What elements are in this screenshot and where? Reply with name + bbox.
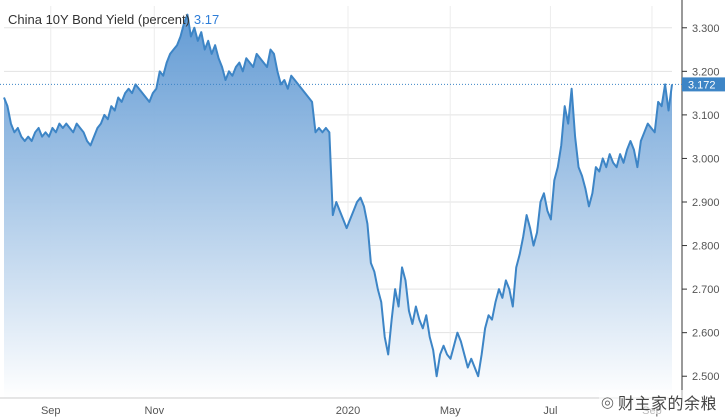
y-tick-label-6: 3.100 bbox=[692, 110, 720, 122]
y-tick-label-5: 3.000 bbox=[692, 153, 720, 165]
y-tick-label-7: 3.200 bbox=[692, 66, 720, 78]
chart-title-value: 3.17 bbox=[193, 12, 220, 27]
wechat-icon: ◎ bbox=[600, 393, 614, 411]
current-value-badge bbox=[682, 77, 725, 92]
x-tick-label-1: Nov bbox=[145, 405, 165, 417]
x-tick-label-4: Jul bbox=[543, 405, 557, 417]
chart-title: China 10Y Bond Yield (percent) 3.17 bbox=[8, 12, 219, 27]
axes bbox=[0, 0, 687, 399]
chart-title-text: China 10Y Bond Yield (percent) bbox=[8, 12, 190, 27]
x-tick-label-3: May bbox=[440, 405, 461, 417]
series-line bbox=[3, 13, 673, 378]
x-tick-label-0: Sep bbox=[41, 405, 61, 417]
y-tick-label-4: 2.900 bbox=[692, 197, 720, 209]
series-line-path bbox=[3, 13, 673, 378]
watermark: ◎ 财主家的余粮 bbox=[598, 390, 719, 414]
y-tick-label-8: 3.300 bbox=[692, 23, 720, 35]
y-tick-label-3: 2.800 bbox=[692, 241, 720, 253]
watermark-text: 财主家的余粮 bbox=[617, 394, 717, 413]
current-value-label: 3.172 bbox=[688, 79, 716, 91]
tick-labels: 2.500 2.600 2.700 2.800 2.900 3.000 3.100 3.200… bbox=[41, 23, 725, 417]
y-tick-label-0: 2.500 bbox=[692, 371, 720, 383]
x-tick-label-2: 2020 bbox=[336, 405, 360, 417]
y-tick-label-1: 2.600 bbox=[692, 328, 720, 340]
y-tick-label-2: 2.700 bbox=[692, 284, 720, 296]
